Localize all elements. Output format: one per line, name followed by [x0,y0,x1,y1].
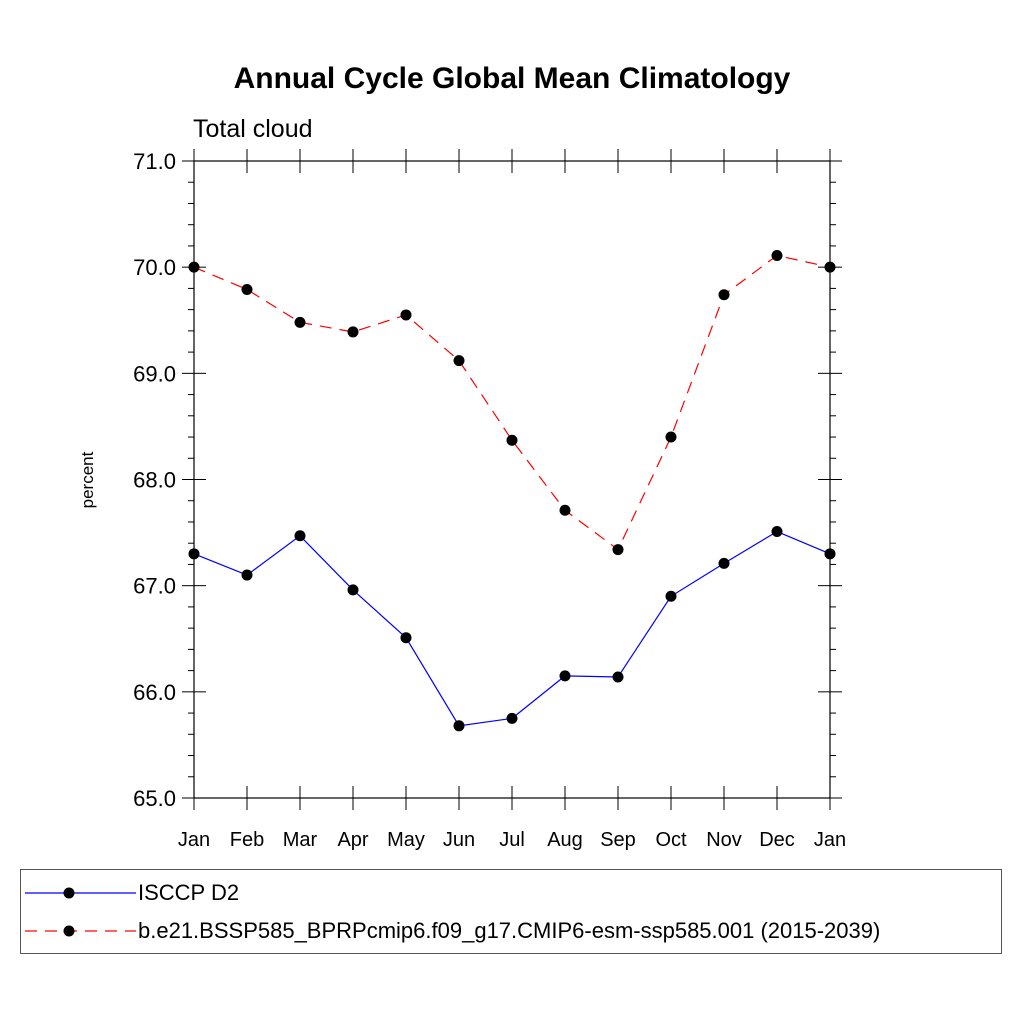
y-tick-label: 68.0 [133,468,176,493]
legend-label-model: b.e21.BSSP585_BPRPcmip6.f09_g17.CMIP6-es… [138,918,881,943]
y-tick-label: 71.0 [133,149,176,174]
data-point [294,316,306,328]
chart-title: Annual Cycle Global Mean Climatology [233,62,791,95]
data-point [241,569,253,581]
legend-item-model: b.e21.BSSP585_BPRPcmip6.f09_g17.CMIP6-es… [21,916,1001,946]
data-point [453,355,465,367]
data-point [294,530,306,542]
data-point [718,557,730,569]
data-point [241,283,253,295]
x-tick-label: Jan [814,829,846,851]
x-tick-label: Jan [178,829,210,851]
y-tick-label: 65.0 [133,786,176,811]
data-point [188,548,200,560]
legend-swatch-isccp [25,887,136,899]
y-axis-label: percent [78,451,97,509]
x-tick-label: Mar [283,829,318,851]
data-point [612,671,624,683]
data-point [506,434,518,446]
data-point [824,261,836,273]
x-tick-label: Oct [655,829,687,851]
data-point [559,504,571,516]
series-points [188,249,836,732]
x-tick-label: Jul [499,829,525,851]
data-point [400,309,412,321]
data-point [665,590,677,602]
data-point [188,261,200,273]
x-tick-label: Apr [337,829,368,851]
data-point [612,544,624,556]
data-point [559,670,571,682]
legend-label-isccp: ISCCP D2 [138,880,240,905]
x-tick-label: Dec [759,829,795,851]
x-tick-label: Feb [230,829,264,851]
legend-item-isccp: ISCCP D2 [21,878,1001,908]
y-tick-labels: 65.0 66.0 67.0 68.0 69.0 70.0 71.0 [133,149,176,811]
data-point [718,289,730,301]
series-lines [193,254,831,727]
y-tick-label: 70.0 [133,255,176,280]
data-point [347,584,359,596]
x-tick-label: Sep [600,829,636,851]
x-tick-label: May [387,829,425,851]
x-tick-label: Jun [443,829,475,851]
x-tick-label: Nov [706,829,742,851]
legend-swatch-model [25,925,136,937]
y-tick-label: 69.0 [133,361,176,386]
data-point [771,249,783,261]
data-point [453,720,465,732]
x-tick-labels: Jan Feb Mar Apr May Jun Jul Aug Sep Oct Nov Dec Jan [178,829,846,851]
data-point [347,326,359,338]
data-point [771,526,783,538]
x-tick-label: Aug [547,829,583,851]
chart-plot: 65.0 66.0 67.0 68.0 69.0 70.0 71.0 Jan Feb Mar Ap… [133,149,846,851]
legend: ISCCP D2 b.e21.BSSP585_BPRPcmip6.f09_g17… [20,869,1002,954]
data-point [400,632,412,644]
axis-ticks [182,149,842,810]
data-point [506,712,518,724]
data-point [824,548,836,560]
y-tick-label: 66.0 [133,680,176,705]
data-point [665,431,677,443]
series-line-1 [193,254,831,551]
series-line-0 [193,530,831,727]
plot-frame [193,160,831,799]
chart-subtitle: Total cloud [193,115,313,143]
y-tick-label: 67.0 [133,574,176,599]
